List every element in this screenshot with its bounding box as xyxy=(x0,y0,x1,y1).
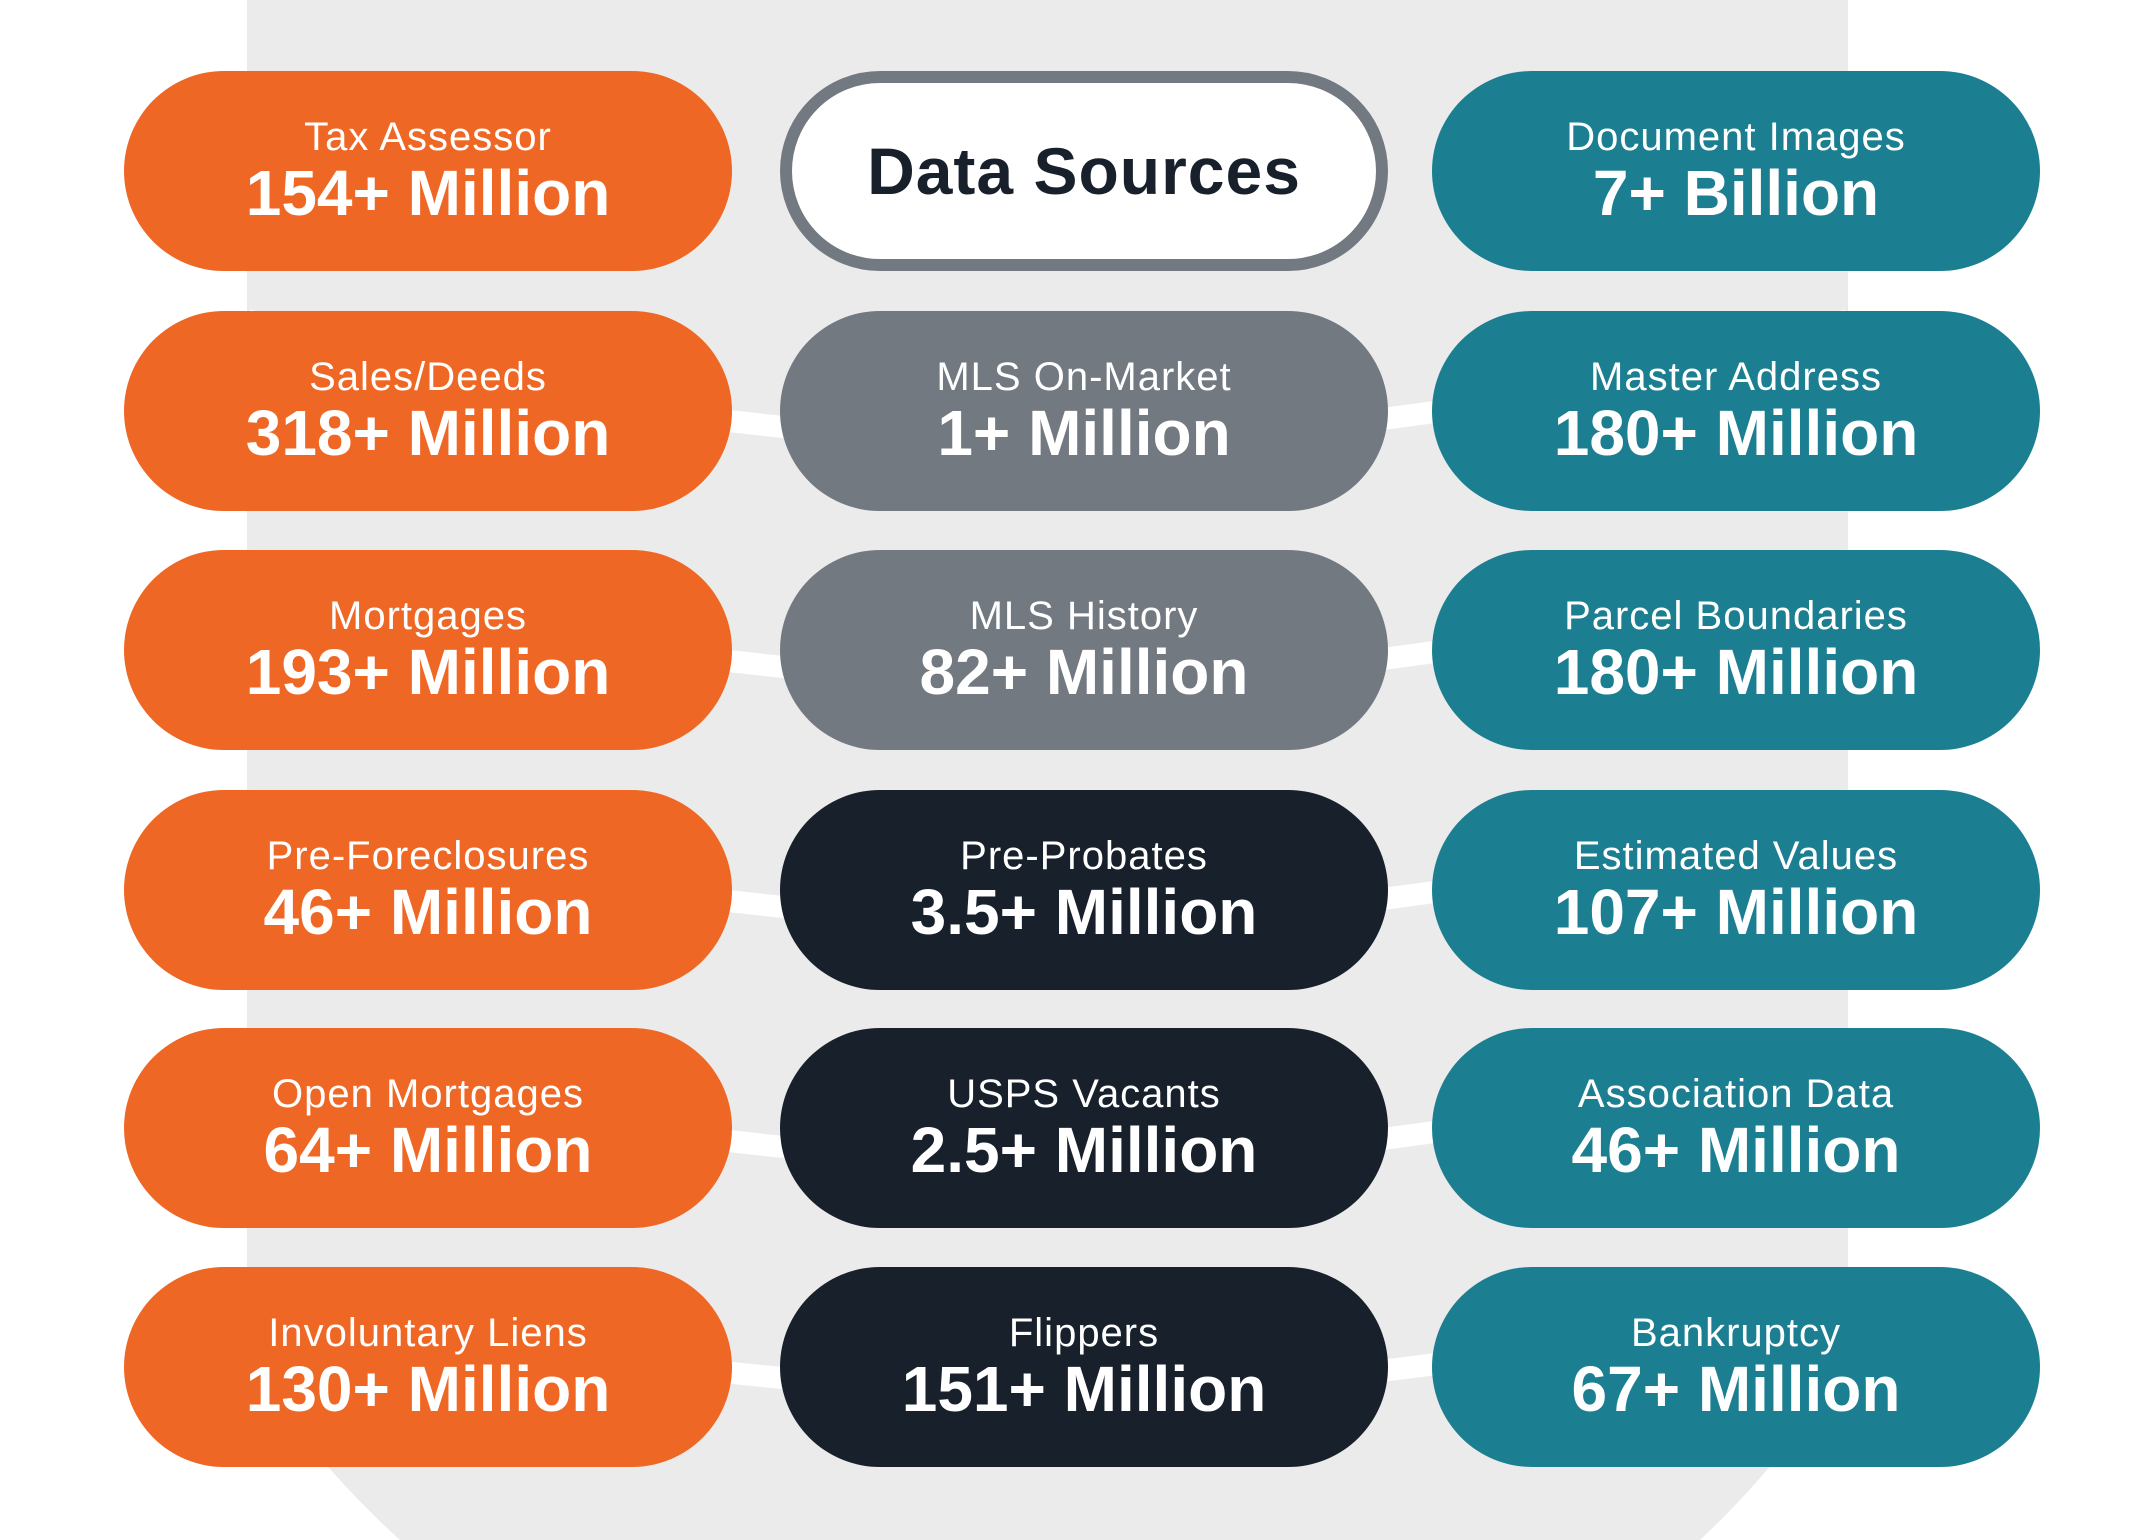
source-involuntary-liens: Involuntary Liens 130+ Million xyxy=(124,1267,732,1467)
source-label: Master Address xyxy=(1590,355,1882,399)
source-mls-history: MLS History 82+ Million xyxy=(780,550,1388,750)
title-text: Data Sources xyxy=(867,134,1301,208)
source-value: 107+ Million xyxy=(1553,876,1919,948)
source-pre-foreclosures: Pre-Foreclosures 46+ Million xyxy=(124,790,732,990)
source-label: USPS Vacants xyxy=(947,1072,1221,1116)
source-parcel-boundaries: Parcel Boundaries 180+ Million xyxy=(1432,550,2040,750)
source-master-address: Master Address 180+ Million xyxy=(1432,311,2040,511)
source-value: 7+ Billion xyxy=(1592,157,1880,229)
source-value: 1+ Million xyxy=(937,397,1231,469)
source-label: Involuntary Liens xyxy=(268,1311,588,1355)
source-label: Pre-Probates xyxy=(960,834,1208,878)
source-label: Document Images xyxy=(1566,115,1906,159)
data-sources-title: Data Sources xyxy=(780,71,1388,271)
source-tax-assessor: Tax Assessor 154+ Million xyxy=(124,71,732,271)
source-label: Mortgages xyxy=(329,594,527,638)
source-label: Parcel Boundaries xyxy=(1564,594,1908,638)
source-label: Flippers xyxy=(1008,1311,1160,1355)
source-value: 151+ Million xyxy=(901,1353,1267,1425)
source-label: Open Mortgages xyxy=(272,1072,584,1116)
source-label: Estimated Values xyxy=(1573,834,1899,878)
source-value: 130+ Million xyxy=(245,1353,611,1425)
source-value: 64+ Million xyxy=(263,1114,593,1186)
source-label: Bankruptcy xyxy=(1630,1311,1842,1355)
source-value: 3.5+ Million xyxy=(910,876,1258,948)
source-value: 46+ Million xyxy=(1571,1114,1901,1186)
source-open-mortgages: Open Mortgages 64+ Million xyxy=(124,1028,732,1228)
source-value: 180+ Million xyxy=(1553,636,1919,708)
source-value: 180+ Million xyxy=(1553,397,1919,469)
source-document-images: Document Images 7+ Billion xyxy=(1432,71,2040,271)
source-label: Sales/Deeds xyxy=(309,355,547,399)
source-label: Tax Assessor xyxy=(304,115,552,159)
source-label: MLS History xyxy=(969,594,1199,638)
source-estimated-values: Estimated Values 107+ Million xyxy=(1432,790,2040,990)
source-mls-on-market: MLS On-Market 1+ Million xyxy=(780,311,1388,511)
source-value: 82+ Million xyxy=(919,636,1249,708)
source-value: 193+ Million xyxy=(245,636,611,708)
source-value: 2.5+ Million xyxy=(910,1114,1258,1186)
source-bankruptcy: Bankruptcy 67+ Million xyxy=(1432,1267,2040,1467)
source-value: 67+ Million xyxy=(1571,1353,1901,1425)
source-value: 46+ Million xyxy=(263,876,593,948)
source-sales-deeds: Sales/Deeds 318+ Million xyxy=(124,311,732,511)
source-label: Pre-Foreclosures xyxy=(266,834,590,878)
source-mortgages: Mortgages 193+ Million xyxy=(124,550,732,750)
source-value: 154+ Million xyxy=(245,157,611,229)
source-pre-probates: Pre-Probates 3.5+ Million xyxy=(780,790,1388,990)
source-flippers: Flippers 151+ Million xyxy=(780,1267,1388,1467)
source-label: Association Data xyxy=(1577,1072,1895,1116)
source-association-data: Association Data 46+ Million xyxy=(1432,1028,2040,1228)
source-value: 318+ Million xyxy=(245,397,611,469)
source-usps-vacants: USPS Vacants 2.5+ Million xyxy=(780,1028,1388,1228)
source-label: MLS On-Market xyxy=(936,355,1232,399)
